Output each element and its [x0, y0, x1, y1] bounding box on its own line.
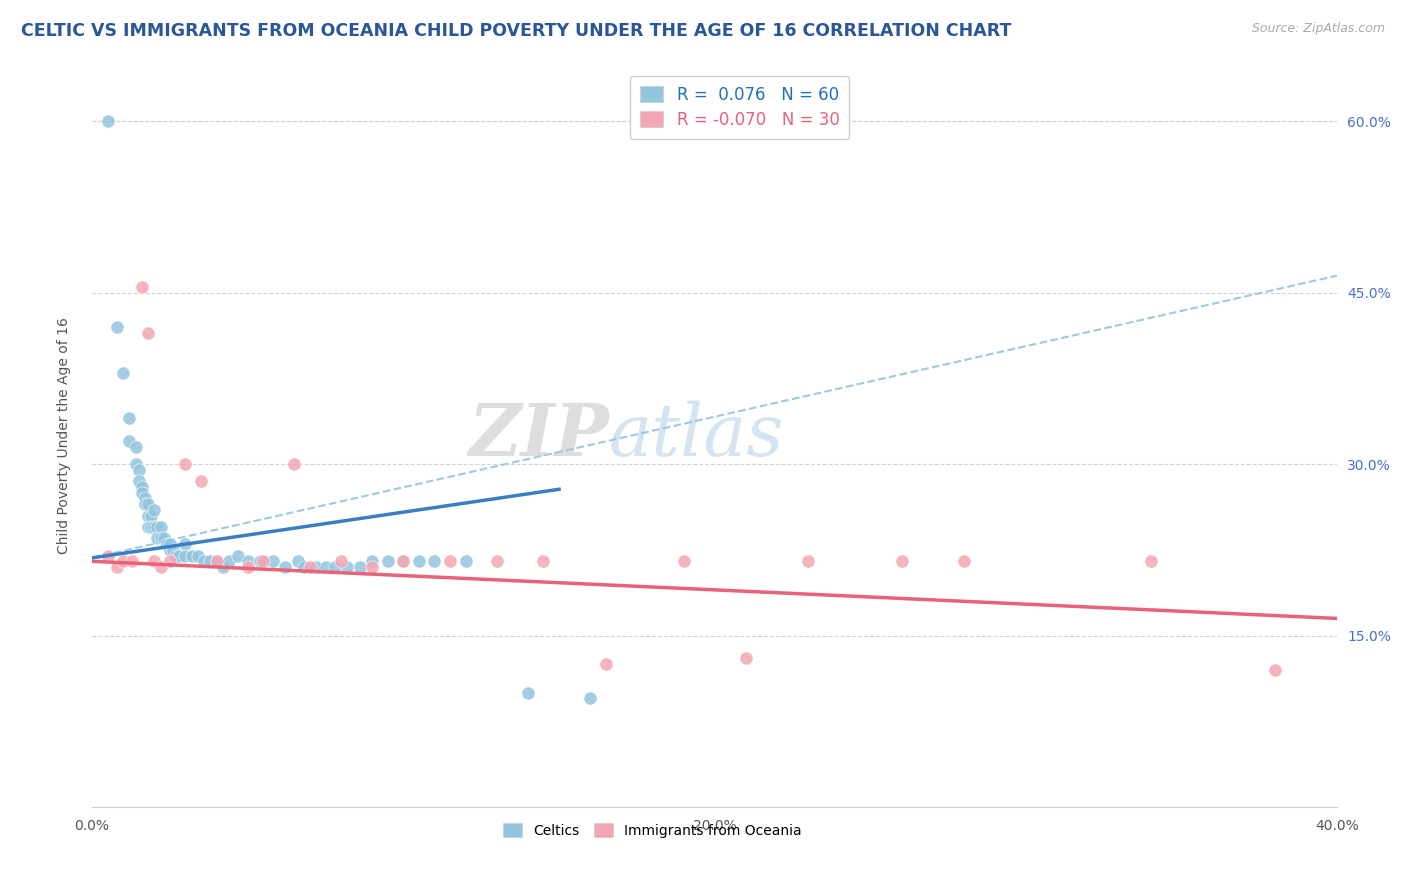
Point	[141, 508, 163, 523]
Point	[439, 554, 461, 568]
Point	[392, 554, 415, 568]
Text: CELTIC VS IMMIGRANTS FROM OCEANIA CHILD POVERTY UNDER THE AGE OF 16 CORRELATION : CELTIC VS IMMIGRANTS FROM OCEANIA CHILD …	[21, 22, 1011, 40]
Point	[190, 475, 212, 489]
Point	[112, 366, 135, 380]
Point	[274, 560, 297, 574]
Point	[143, 520, 166, 534]
Point	[128, 475, 150, 489]
Point	[336, 560, 359, 574]
Point	[262, 554, 284, 568]
Point	[283, 457, 305, 471]
Point	[131, 280, 153, 294]
Point	[323, 560, 346, 574]
Point	[149, 532, 172, 546]
Point	[121, 554, 143, 568]
Point	[305, 560, 328, 574]
Point	[485, 554, 508, 568]
Point	[292, 560, 315, 574]
Point	[797, 554, 820, 568]
Point	[236, 554, 259, 568]
Point	[136, 520, 159, 534]
Point	[377, 554, 399, 568]
Point	[146, 532, 169, 546]
Point	[174, 549, 197, 563]
Text: atlas: atlas	[609, 401, 785, 471]
Point	[1139, 554, 1161, 568]
Point	[423, 554, 446, 568]
Point	[152, 532, 174, 546]
Point	[165, 549, 187, 563]
Point	[205, 554, 228, 568]
Point	[579, 691, 602, 706]
Point	[734, 651, 756, 665]
Text: ZIP: ZIP	[468, 400, 609, 471]
Point	[156, 537, 179, 551]
Point	[143, 503, 166, 517]
Point	[361, 554, 384, 568]
Point	[174, 537, 197, 551]
Point	[349, 560, 371, 574]
Point	[952, 554, 974, 568]
Point	[228, 549, 250, 563]
Point	[1264, 663, 1286, 677]
Point	[141, 520, 163, 534]
Point	[159, 554, 181, 568]
Point	[287, 554, 309, 568]
Point	[131, 480, 153, 494]
Point	[149, 520, 172, 534]
Point	[672, 554, 695, 568]
Point	[361, 560, 384, 574]
Point	[211, 560, 233, 574]
Point	[105, 320, 128, 334]
Point	[131, 485, 153, 500]
Point	[112, 554, 135, 568]
Point	[193, 554, 215, 568]
Point	[167, 549, 190, 563]
Point	[252, 554, 274, 568]
Point	[149, 560, 172, 574]
Point	[159, 542, 181, 557]
Point	[97, 549, 120, 563]
Point	[134, 491, 156, 506]
Point	[136, 497, 159, 511]
Text: Source: ZipAtlas.com: Source: ZipAtlas.com	[1251, 22, 1385, 36]
Point	[146, 520, 169, 534]
Point	[218, 554, 240, 568]
Y-axis label: Child Poverty Under the Age of 16: Child Poverty Under the Age of 16	[58, 318, 72, 554]
Point	[454, 554, 477, 568]
Point	[97, 114, 120, 128]
Point	[890, 554, 912, 568]
Point	[408, 554, 430, 568]
Point	[174, 457, 197, 471]
Point	[143, 554, 166, 568]
Point	[124, 457, 146, 471]
Point	[200, 554, 222, 568]
Point	[249, 554, 271, 568]
Point	[134, 497, 156, 511]
Point	[187, 549, 209, 563]
Point	[315, 560, 337, 574]
Point	[516, 686, 538, 700]
Point	[180, 549, 202, 563]
Point	[205, 554, 228, 568]
Point	[105, 560, 128, 574]
Point	[136, 508, 159, 523]
Point	[236, 560, 259, 574]
Point	[392, 554, 415, 568]
Point	[162, 542, 184, 557]
Point	[124, 440, 146, 454]
Point	[128, 463, 150, 477]
Point	[533, 554, 555, 568]
Point	[159, 537, 181, 551]
Point	[595, 657, 617, 672]
Point	[330, 554, 353, 568]
Point	[118, 411, 141, 425]
Point	[118, 434, 141, 449]
Point	[136, 326, 159, 340]
Point	[298, 560, 321, 574]
Legend: Celtics, Immigrants from Oceania: Celtics, Immigrants from Oceania	[496, 816, 808, 845]
